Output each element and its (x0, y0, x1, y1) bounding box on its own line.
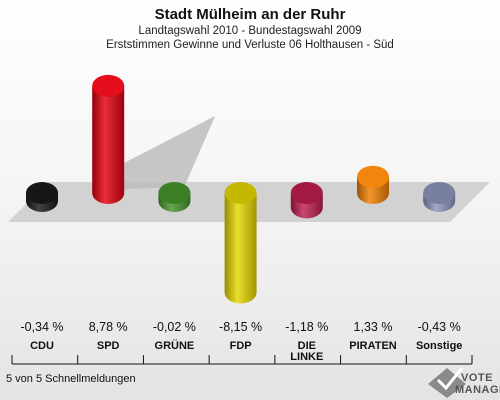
bar-shadow-1 (124, 115, 216, 189)
bar-die-linke (290, 182, 323, 219)
ballot-check-icon (428, 367, 466, 398)
value-label: 1,33 % (354, 320, 393, 334)
bar-cap (224, 182, 257, 204)
value-label: -0,02 % (153, 320, 196, 334)
category-label: GRÜNE (155, 339, 195, 352)
logo-manager-text: MANAGER (455, 384, 500, 396)
bar-cap (92, 74, 125, 97)
bar-grüne (158, 182, 191, 212)
category-label: PIRATEN (349, 340, 397, 352)
category-label: DIE (298, 340, 316, 352)
bar-cap (158, 182, 191, 204)
chart-title: Stadt Mülheim an der Ruhr (155, 6, 346, 23)
vote-manager-logo: VOTE MANAGER (428, 367, 500, 398)
bar-cap (357, 165, 389, 188)
bar-cap (423, 182, 456, 204)
value-label: -1,18 % (285, 320, 328, 334)
value-label: 8,78 % (89, 320, 128, 334)
bar-shadows (124, 115, 216, 189)
bar-cap (26, 182, 58, 204)
category-label: LINKE (290, 351, 323, 363)
status-text: 5 von 5 Schnellmeldungen (6, 373, 136, 385)
category-label: SPD (97, 340, 120, 352)
bar-sonstige (423, 182, 456, 212)
value-label: -0,34 % (20, 320, 63, 334)
bar-spd (92, 74, 125, 205)
value-label: -0,43 % (418, 320, 461, 334)
bar-body (224, 193, 257, 304)
category-label: FDP (230, 340, 252, 352)
chart-subtitle-1: Landtagswahl 2010 - Bundestagswahl 2009 (138, 25, 361, 37)
chart-subtitle-2: Erststimmen Gewinne und Verluste 06 Holt… (106, 39, 394, 51)
bar-cap (290, 182, 323, 204)
category-label: CDU (30, 340, 54, 352)
logo-vote-text: VOTE (461, 372, 493, 384)
category-axis (11, 355, 473, 365)
category-label: Sonstige (416, 340, 462, 352)
value-labels: -0,34 % 8,78 % -0,02 % -8,15 % -1,18 % 1,33 %… (20, 320, 460, 334)
bars (26, 74, 456, 304)
value-label: -8,15 % (219, 320, 262, 334)
bar-body (92, 85, 125, 205)
bar-piraten (357, 165, 389, 204)
bar-cdu (26, 182, 58, 212)
bar-fdp (224, 182, 257, 304)
